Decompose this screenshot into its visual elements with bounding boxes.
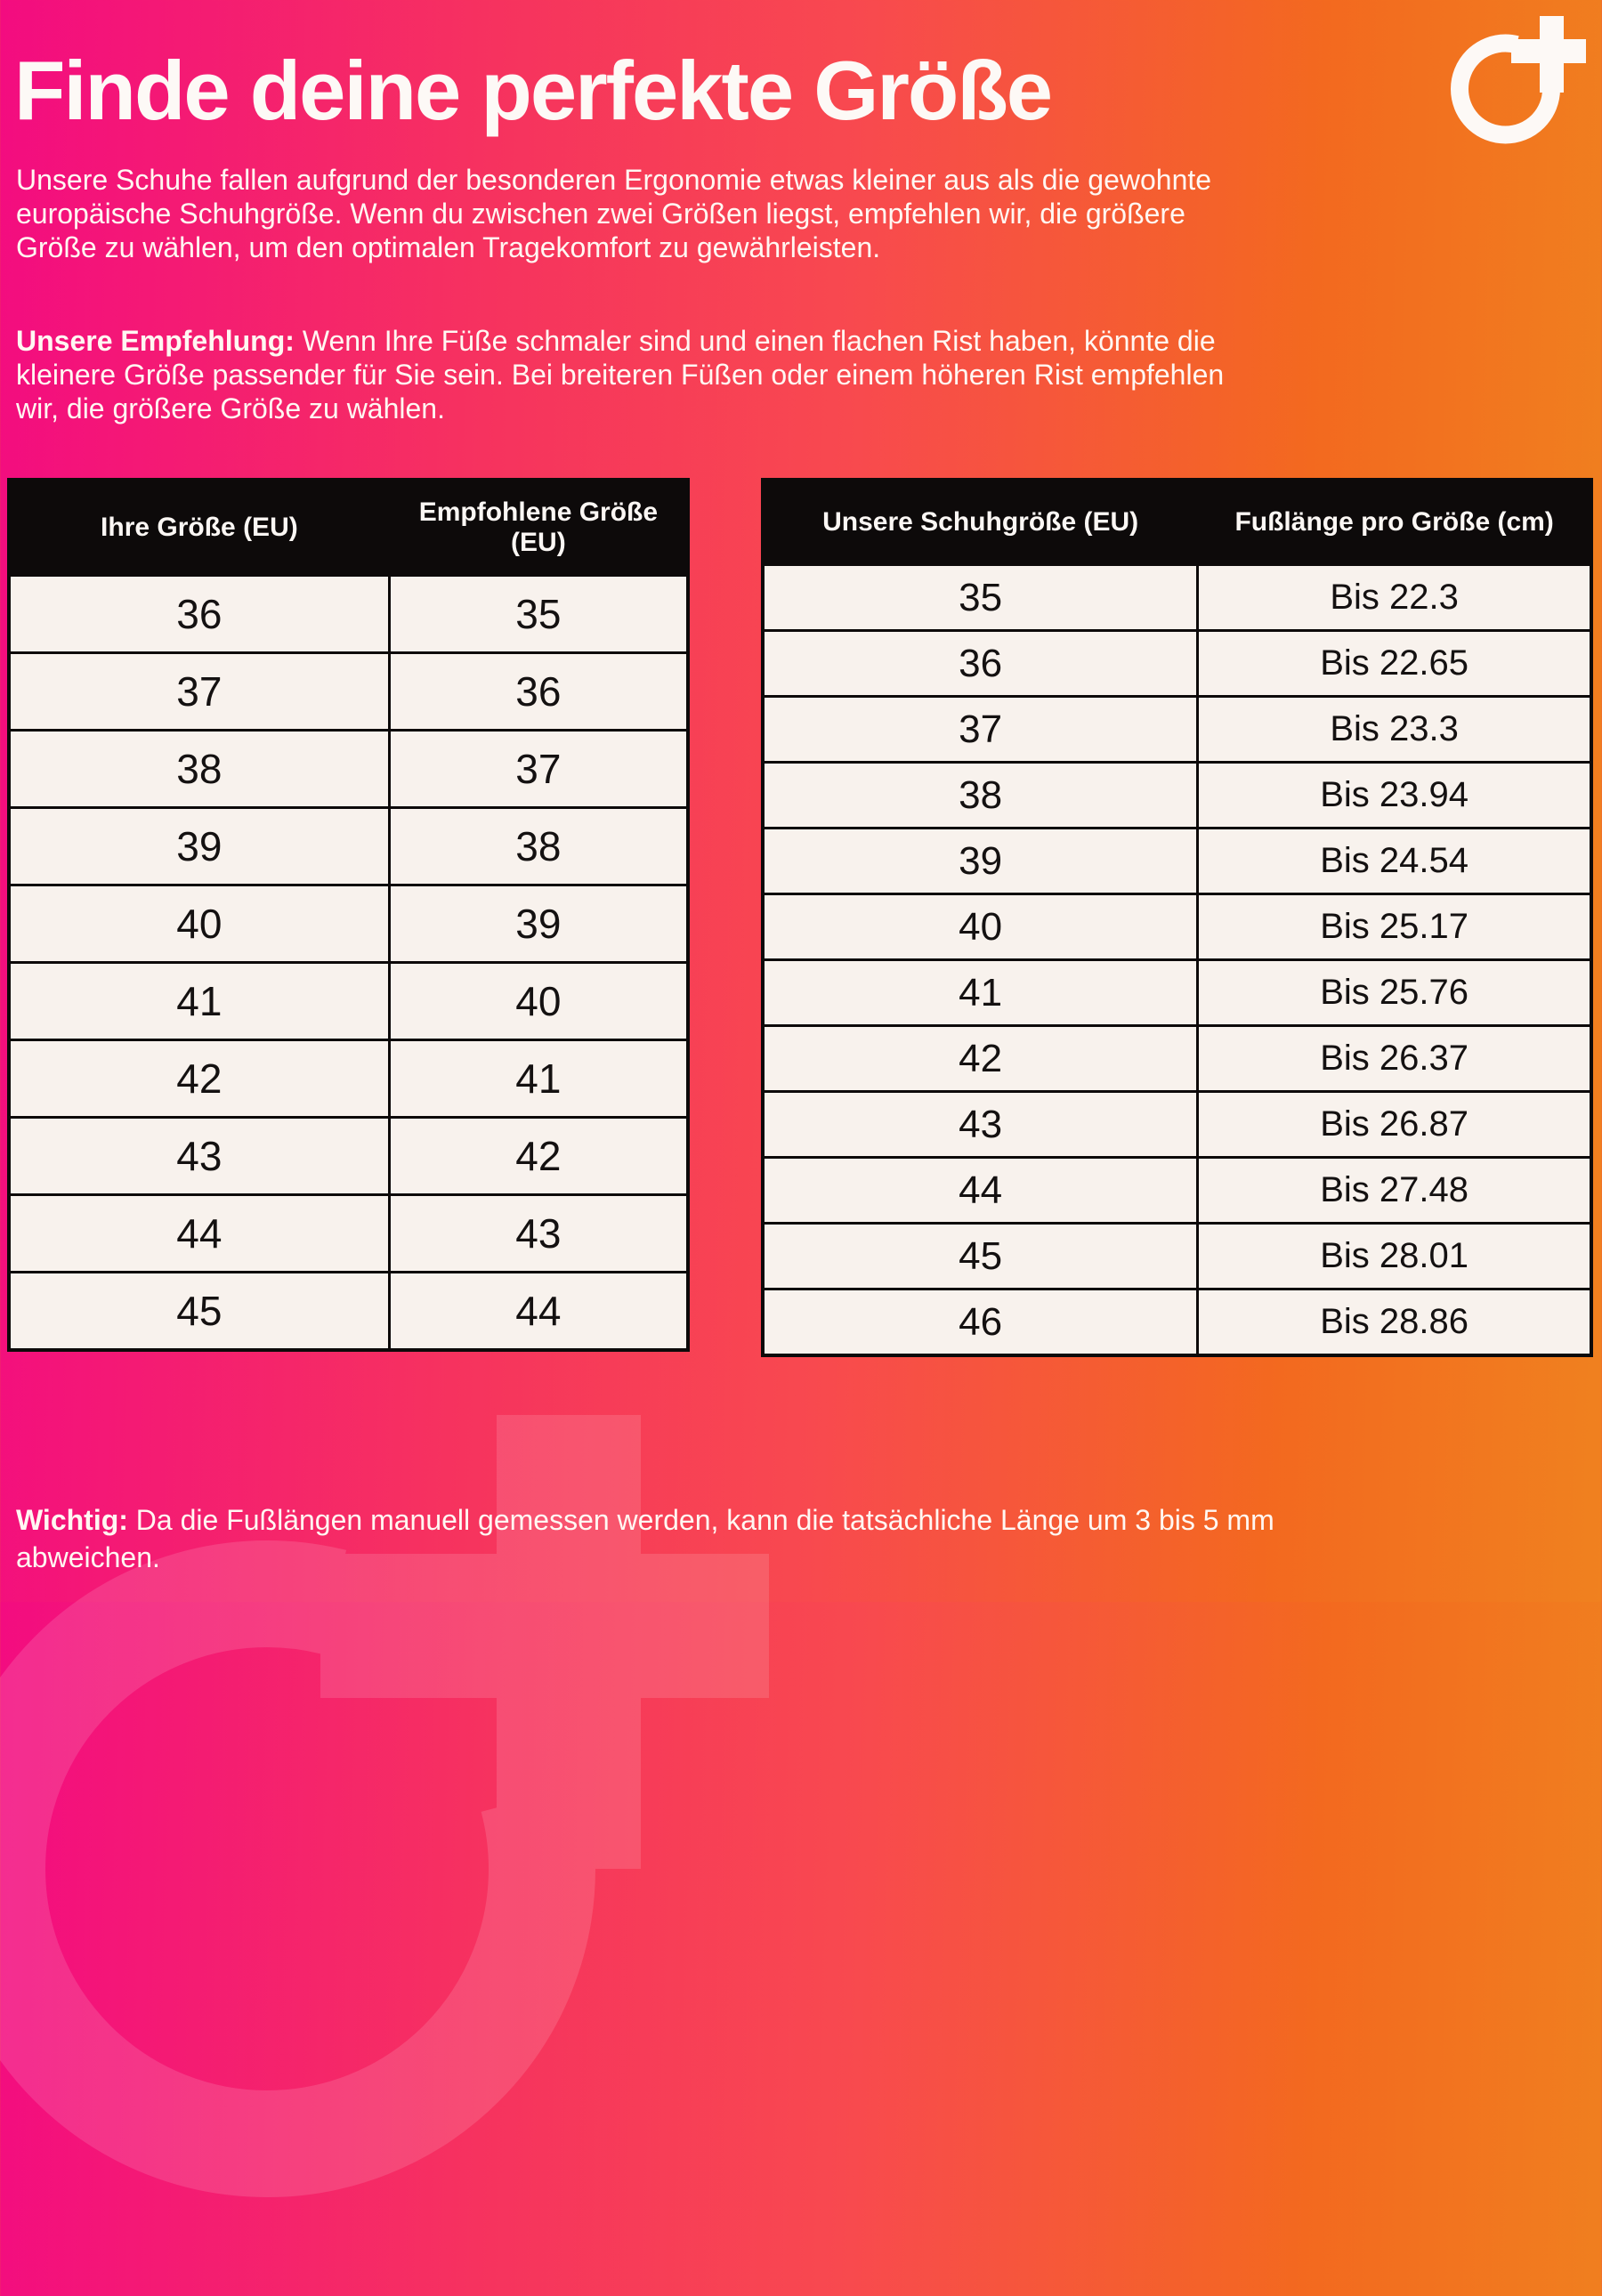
col-header-our-shoe-size: Unsere Schuhgröße (EU)	[761, 478, 1200, 566]
table-cell: 35	[761, 563, 1200, 632]
table-cell: 36	[7, 574, 391, 654]
table-cell: 39	[7, 806, 391, 886]
size-conversion-table: Ihre Größe (EU) Empfohlene Größe (EU) 36…	[7, 478, 690, 1352]
size-conversion-header: Ihre Größe (EU) Empfohlene Größe (EU)	[7, 478, 690, 577]
table-cell: Bis 22.3	[1196, 563, 1593, 632]
size-guide-infographic: { "page": { "title": "Finde deine perfek…	[0, 0, 1602, 1602]
table-cell: 43	[387, 1193, 690, 1273]
intro-paragraph: Unsere Schuhe fallen aufgrund der besond…	[16, 164, 1212, 263]
table-cell: 40	[7, 884, 391, 964]
page-title: Finde deine perfekte Größe	[14, 44, 1053, 137]
table-cell: 39	[761, 827, 1200, 895]
circle-plus-logo-icon	[1451, 16, 1586, 144]
footer-label: Wichtig:	[16, 1504, 128, 1536]
table-row: 44 Bis 27.48	[761, 1156, 1593, 1225]
table-cell: Bis 24.54	[1196, 827, 1593, 895]
table-row: 41 40	[7, 961, 690, 1041]
table-cell: 45	[7, 1271, 391, 1352]
table-cell: Bis 27.48	[1196, 1156, 1593, 1225]
table-row: 43 42	[7, 1116, 690, 1196]
table-row: 43 Bis 26.87	[761, 1090, 1593, 1159]
recommendation-paragraph: Unsere Empfehlung: Wenn Ihre Füße schmal…	[16, 290, 1458, 425]
table-cell: Bis 28.01	[1196, 1222, 1593, 1290]
size-conversion-body: 36 35 37 36 38 37 39 38 40 39 41 40 42 41 43 42 44 43 45 44	[7, 574, 690, 1352]
table-cell: 41	[7, 961, 391, 1041]
table-cell: 38	[761, 761, 1200, 829]
table-row: 38 Bis 23.94	[761, 761, 1593, 829]
col-header-your-size: Ihre Größe (EU)	[7, 478, 391, 577]
table-row: 37 Bis 23.3	[761, 695, 1593, 764]
table-cell: 42	[761, 1024, 1200, 1093]
col-header-foot-length: Fußlänge pro Größe (cm)	[1196, 478, 1593, 566]
table-cell: 37	[387, 729, 690, 809]
table-cell: Bis 28.86	[1196, 1288, 1593, 1357]
table-row: 42 Bis 26.37	[761, 1024, 1593, 1093]
table-row: 40 39	[7, 884, 690, 964]
table-row: 38 37	[7, 729, 690, 809]
table-cell: Bis 23.3	[1196, 695, 1593, 764]
col-header-recommended-size: Empfohlene Größe (EU)	[387, 478, 690, 577]
table-row: 36 Bis 22.65	[761, 629, 1593, 698]
table-row: 44 43	[7, 1193, 690, 1273]
foot-length-body: 35 Bis 22.3 36 Bis 22.65 37 Bis 23.3 38 Bis 23.…	[761, 563, 1593, 1357]
table-row: 40 Bis 25.17	[761, 893, 1593, 961]
table-cell: 37	[7, 651, 391, 732]
table-row: 42 41	[7, 1039, 690, 1119]
table-row: 37 36	[7, 651, 690, 732]
foot-length-table: Unsere Schuhgröße (EU) Fußlänge pro Größ…	[761, 478, 1593, 1357]
table-row: 46 Bis 28.86	[761, 1288, 1593, 1357]
table-row: 45 Bis 28.01	[761, 1222, 1593, 1290]
table-cell: 40	[761, 893, 1200, 961]
footer-note: Wichtig: Da die Fußlängen manuell gemess…	[16, 1464, 1458, 1576]
table-cell: 39	[387, 884, 690, 964]
table-cell: 41	[387, 1039, 690, 1119]
recommendation-line1: Wenn Ihre Füße schmaler sind und einen f…	[294, 325, 1216, 357]
table-cell: 40	[387, 961, 690, 1041]
table-row: 35 Bis 22.3	[761, 563, 1593, 632]
table-cell: 44	[7, 1193, 391, 1273]
foot-length-header: Unsere Schuhgröße (EU) Fußlänge pro Größ…	[761, 478, 1593, 566]
table-cell: 42	[387, 1116, 690, 1196]
table-cell: 37	[761, 695, 1200, 764]
table-cell: 38	[387, 806, 690, 886]
table-cell: Bis 23.94	[1196, 761, 1593, 829]
table-cell: 43	[7, 1116, 391, 1196]
watermark-circle-plus-logo-icon	[0, 1415, 769, 2197]
footer-line1: Da die Fußlängen manuell gemessen werden…	[127, 1504, 1274, 1536]
table-cell: 42	[7, 1039, 391, 1119]
footer-lines: abweichen.	[16, 1541, 160, 1573]
table-cell: 43	[761, 1090, 1200, 1159]
table-cell: Bis 25.17	[1196, 893, 1593, 961]
table-row: 39 Bis 24.54	[761, 827, 1593, 895]
table-cell: 46	[761, 1288, 1200, 1357]
table-row: 41 Bis 25.76	[761, 958, 1593, 1027]
table-cell: Bis 22.65	[1196, 629, 1593, 698]
table-row: 45 44	[7, 1271, 690, 1352]
table-cell: 36	[387, 651, 690, 732]
table-row: 39 38	[7, 806, 690, 886]
table-cell: Bis 26.87	[1196, 1090, 1593, 1159]
table-cell: Bis 26.37	[1196, 1024, 1593, 1093]
table-cell: 45	[761, 1222, 1200, 1290]
table-cell: 38	[7, 729, 391, 809]
table-row: 36 35	[7, 574, 690, 654]
table-cell: 44	[761, 1156, 1200, 1225]
recommendation-lines: kleinere Größe passender für Sie sein. B…	[16, 359, 1225, 424]
table-cell: 35	[387, 574, 690, 654]
table-cell: 44	[387, 1271, 690, 1352]
table-cell: Bis 25.76	[1196, 958, 1593, 1027]
table-cell: 36	[761, 629, 1200, 698]
recommendation-label: Unsere Empfehlung:	[16, 325, 295, 357]
table-cell: 41	[761, 958, 1200, 1027]
